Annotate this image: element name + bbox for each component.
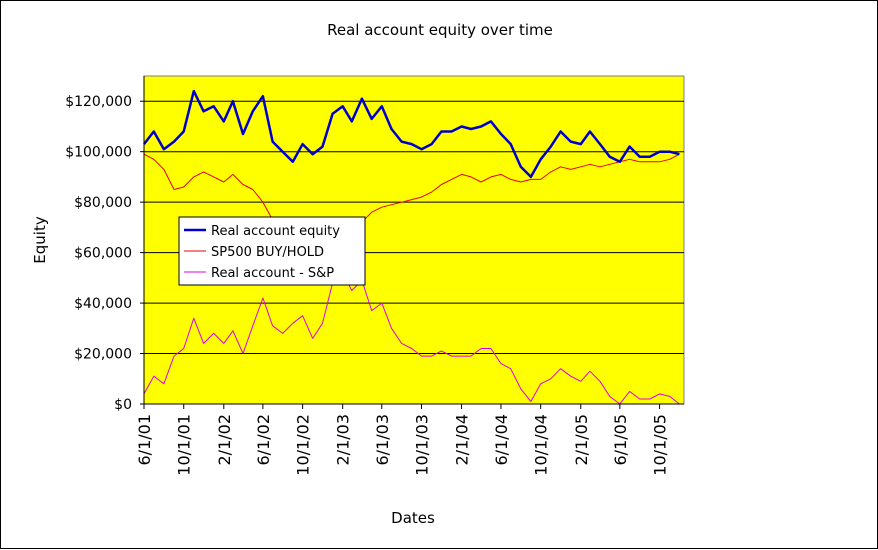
y-tick-label: $60,000 [74, 246, 132, 262]
y-tick-label: $40,000 [74, 296, 132, 312]
series-layer [143, 89, 680, 405]
x-tick-label: 10/1/05 [651, 414, 670, 476]
x-tick-label: 6/1/03 [373, 414, 392, 466]
x-tick-label: 10/1/03 [412, 414, 431, 476]
y-tick-label: $0 [114, 397, 132, 413]
y-tick-label: $100,000 [65, 145, 132, 161]
x-tick-label: 10/1/04 [532, 414, 551, 476]
legend-box [178, 216, 366, 286]
legend-label: SP500 BUY/HOLD [211, 245, 324, 260]
y-axis-title: Equity [31, 216, 49, 264]
y-tick-label: $20,000 [74, 347, 132, 363]
x-axis-title: Dates [391, 509, 435, 527]
x-tick-label: 6/1/01 [135, 414, 154, 466]
x-tick-label: 2/1/02 [215, 414, 234, 466]
x-tick-label: 6/1/04 [492, 414, 511, 466]
x-axis: 6/1/01 10/1/01 2/1/02 6/1/02 10/1/02 2/1/03 6/… [135, 403, 684, 476]
legend-label: Real account - S&P [211, 266, 334, 281]
legend-label: Real account equity [211, 224, 340, 239]
x-tick-label: 6/1/02 [254, 414, 273, 466]
x-tick-label: 6/1/05 [611, 414, 630, 466]
series-line-3 [143, 272, 680, 405]
x-tick-label: 10/1/01 [175, 414, 194, 476]
y-axis: $0 $20,000 $40,000 $60,000 $80,000 $100,000 $1… [65, 76, 145, 413]
series-line-1 [143, 89, 680, 179]
y-tick-label: $120,000 [65, 94, 132, 110]
chart-title: Real account equity over time [327, 21, 553, 39]
legend: Real account equity SP500 BUY/HOLD Real ac… [178, 216, 366, 286]
x-tick-label: 2/1/03 [334, 414, 353, 466]
x-tick-label: 2/1/04 [453, 414, 472, 466]
x-tick-label: 10/1/02 [294, 414, 313, 476]
series-line-2 [143, 153, 680, 243]
x-tick-label: 2/1/05 [572, 414, 591, 466]
y-tick-label: $80,000 [74, 195, 132, 211]
